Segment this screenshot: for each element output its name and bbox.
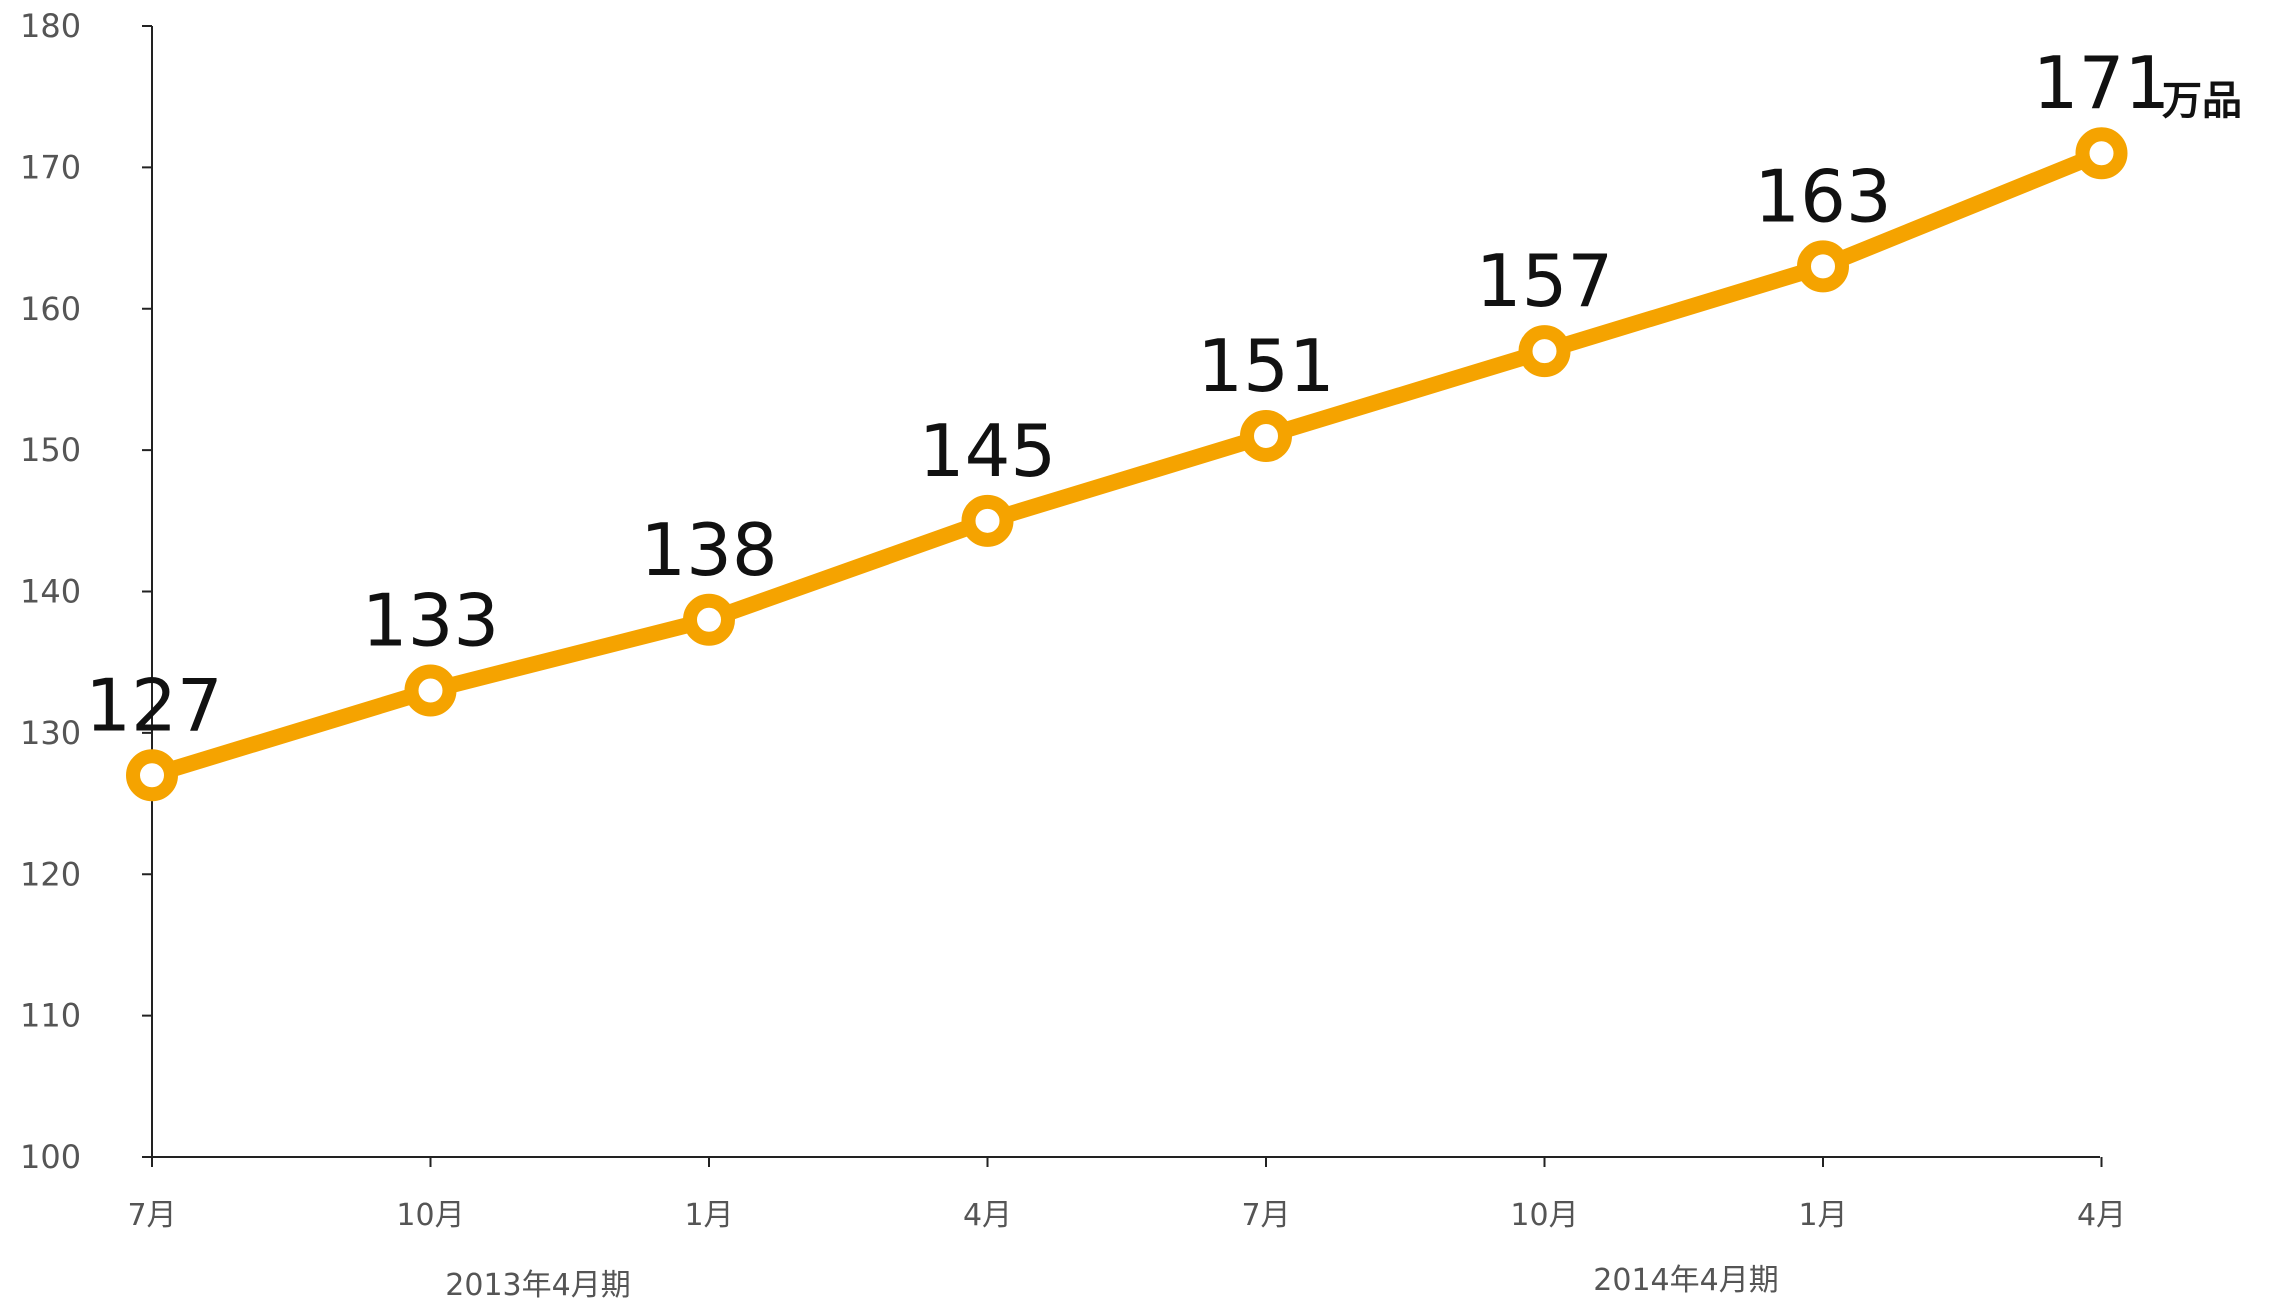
data-label-layer: 127 133 138 145 151 157 163 171 [85, 41, 2170, 747]
y-tick-label: 140 [20, 573, 81, 611]
y-tick-label: 130 [20, 714, 81, 752]
data-point-marker [404, 664, 457, 717]
marker-layer [126, 127, 2128, 802]
data-label: 127 [85, 663, 222, 747]
data-label: 157 [1476, 239, 1613, 323]
period-label-2: 2014年4月期 [1593, 1263, 1778, 1298]
x-tick-label: 1月 [1798, 1198, 1847, 1233]
data-point-marker [1240, 409, 1292, 462]
unit-label: 万品 [2162, 78, 2242, 124]
data-label: 145 [919, 409, 1056, 493]
y-axis-ticks: 100 110 120 130 140 150 160 170 180 [20, 7, 152, 1176]
y-tick-label: 100 [20, 1138, 81, 1176]
y-tick-label: 150 [20, 431, 81, 469]
y-tick-label: 110 [20, 997, 81, 1035]
y-tick-label: 170 [20, 148, 81, 186]
data-label: 133 [362, 578, 499, 662]
data-label: 138 [640, 508, 777, 592]
series-line-layer [144, 145, 2110, 784]
x-tick-label: 7月 [1241, 1198, 1290, 1233]
data-label: 171 [2033, 41, 2170, 125]
data-point-marker [1797, 240, 1849, 293]
series-line [144, 145, 2110, 784]
y-tick-label: 180 [20, 7, 81, 45]
data-point-marker [1518, 325, 1571, 378]
data-label: 151 [1197, 324, 1334, 408]
x-axis-ticks: 7月 10月 1月 4月 7月 10月 1月 4月 [127, 1157, 2126, 1233]
y-tick-label: 160 [20, 290, 81, 328]
x-tick-label: 10月 [1510, 1198, 1578, 1233]
data-label: 163 [1754, 154, 1891, 238]
x-tick-label: 4月 [2077, 1198, 2126, 1233]
x-tick-label: 1月 [684, 1198, 733, 1233]
x-tick-label: 10月 [396, 1198, 464, 1233]
x-tick-label: 7月 [127, 1198, 176, 1233]
data-point-marker [126, 749, 178, 802]
x-tick-label: 4月 [963, 1198, 1012, 1233]
y-tick-label: 120 [20, 855, 81, 893]
data-point-marker [683, 593, 735, 646]
period-label-1: 2013年4月期 [445, 1268, 630, 1299]
data-point-marker [2075, 127, 2128, 180]
data-point-marker [961, 494, 1014, 547]
